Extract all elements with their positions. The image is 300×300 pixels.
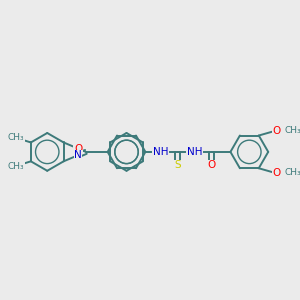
Text: CH₃: CH₃ (8, 133, 24, 142)
Text: S: S (174, 160, 181, 170)
Text: O: O (74, 144, 82, 154)
Text: NH: NH (153, 147, 168, 157)
Text: NH: NH (187, 147, 202, 157)
Text: CH₃: CH₃ (284, 126, 300, 135)
Text: CH₃: CH₃ (284, 169, 300, 178)
Text: O: O (273, 126, 281, 136)
Text: CH₃: CH₃ (8, 162, 24, 171)
Text: O: O (273, 168, 281, 178)
Text: N: N (74, 150, 82, 160)
Text: O: O (207, 160, 216, 170)
